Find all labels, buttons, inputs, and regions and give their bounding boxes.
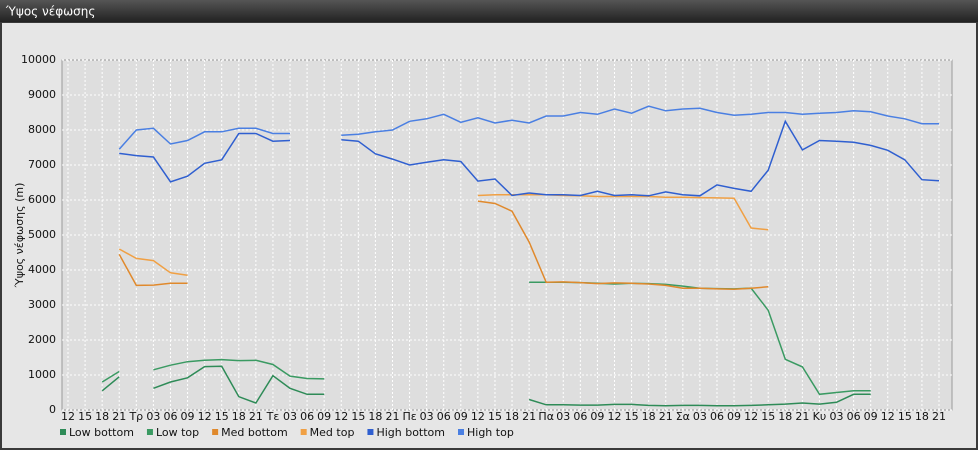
x-tick-label: Σα (676, 410, 690, 423)
x-tick-label: 03 (146, 410, 160, 423)
legend-label[interactable]: Low top (156, 426, 199, 439)
legend-label[interactable]: Med bottom (221, 426, 288, 439)
x-tick-label: 06 (300, 410, 314, 423)
series-line (118, 200, 769, 291)
x-tick-label: 03 (693, 410, 707, 423)
x-tick-label: 12 (334, 410, 348, 423)
x-tick-label: Πα (538, 410, 554, 423)
x-tick-label: 09 (454, 410, 468, 423)
y-tick-label: 4000 (28, 263, 56, 276)
x-tick-label: 12 (881, 410, 895, 423)
x-tick-label: 15 (215, 410, 229, 423)
x-tick-label: 15 (898, 410, 912, 423)
x-tick-label: 18 (505, 410, 519, 423)
x-tick-label: 09 (181, 410, 195, 423)
x-tick-label: 21 (112, 410, 126, 423)
x-tick-label: 06 (710, 410, 724, 423)
x-tick-label: Πε (402, 410, 416, 423)
x-tick-label: Κυ (813, 410, 827, 423)
x-tick-label: 15 (625, 410, 639, 423)
x-tick-label: 15 (351, 410, 365, 423)
legend-label[interactable]: High top (467, 426, 514, 439)
y-tick-label: 1000 (28, 368, 56, 381)
x-tick-label: 18 (232, 410, 246, 423)
x-tick-label: 21 (795, 410, 809, 423)
y-tick-label: 8000 (28, 123, 56, 136)
y-tick-label: 2000 (28, 333, 56, 346)
legend-swatch (458, 429, 464, 435)
series-line (118, 105, 939, 150)
legend-swatch (212, 429, 219, 435)
x-tick-label: 03 (830, 410, 844, 423)
x-tick-label: 15 (78, 410, 92, 423)
x-tick-label: 12 (61, 410, 75, 423)
legend-label[interactable]: Low bottom (69, 426, 134, 439)
x-tick-label: 06 (847, 410, 861, 423)
x-tick-label: 09 (317, 410, 331, 423)
x-tick-label: 06 (573, 410, 587, 423)
chart-title: Ύψος νέφωσης (5, 5, 95, 19)
y-tick-label: 7000 (28, 158, 56, 171)
y-tick-label: 9000 (28, 88, 56, 101)
x-tick-label: 21 (522, 410, 536, 423)
x-tick-label: 15 (761, 410, 775, 423)
x-tick-label: 21 (249, 410, 263, 423)
legend-swatch (367, 429, 374, 435)
x-tick-label: Τρ (128, 410, 143, 423)
x-tick-label: 21 (385, 410, 399, 423)
legend-swatch (60, 429, 66, 435)
y-axis-label: Ύψος νέφωσης (m) (13, 183, 26, 289)
x-tick-label: 03 (556, 410, 570, 423)
x-tick-label: 18 (95, 410, 109, 423)
x-tick-label: 06 (437, 410, 451, 423)
legend-label[interactable]: High bottom (376, 426, 445, 439)
x-tick-label: 09 (864, 410, 878, 423)
y-tick-label: 5000 (28, 228, 56, 241)
x-tick-label: 03 (420, 410, 434, 423)
legend-swatch (146, 429, 153, 435)
y-tick-label: 10000 (21, 53, 56, 66)
x-tick-label: Τε (266, 410, 280, 423)
x-tick-label: 18 (915, 410, 929, 423)
x-tick-label: 21 (932, 410, 946, 423)
x-tick-label: 12 (198, 410, 212, 423)
y-tick-label: 6000 (28, 193, 56, 206)
x-tick-label: 18 (368, 410, 382, 423)
x-tick-label: 12 (744, 410, 758, 423)
title-bar (0, 0, 978, 22)
x-tick-label: 09 (590, 410, 604, 423)
x-tick-label: 09 (727, 410, 741, 423)
series-line (118, 194, 769, 277)
legend-label[interactable]: Med top (310, 426, 355, 439)
series-line (119, 119, 940, 197)
x-tick-label: 15 (488, 410, 502, 423)
x-tick-label: 12 (471, 410, 485, 423)
y-tick-label: 0 (49, 403, 56, 416)
y-tick-label: 3000 (28, 298, 56, 311)
series-line (101, 365, 871, 407)
x-tick-label: 06 (163, 410, 177, 423)
legend-swatch (300, 429, 307, 435)
x-tick-label: 12 (608, 410, 622, 423)
x-tick-label: 18 (642, 410, 656, 423)
x-tick-label: 18 (778, 410, 792, 423)
x-tick-label: 21 (659, 410, 673, 423)
x-tick-label: 03 (283, 410, 297, 423)
